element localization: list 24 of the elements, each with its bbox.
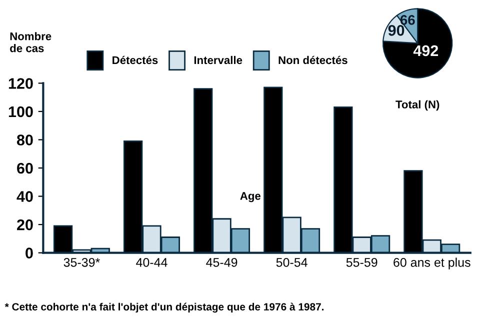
data-label: 90	[388, 25, 404, 36]
y-axis-title: Nombre de cas	[10, 32, 52, 52]
data-label: 66	[400, 15, 415, 25]
legend-label: Intervalle	[194, 56, 242, 64]
x-tick-label: 50-54	[276, 258, 308, 267]
x-tick-label: 40-44	[136, 258, 168, 267]
x-axis-title: Age	[240, 192, 261, 202]
y-tick-label: 0	[26, 248, 33, 258]
y-tick-label: 120	[8, 78, 33, 89]
y-tick-label: 100	[8, 106, 33, 118]
y-tick-label: 40	[16, 191, 33, 202]
data-label: 492	[413, 45, 438, 56]
legend-label: Non détectés	[278, 56, 348, 64]
legend-label: Détectés	[112, 56, 158, 64]
text: * Cette cohorte n'a fait l'objet d'un dépistage que de 1976 à 1987.	[4, 302, 324, 313]
x-tick-label: 45-49	[206, 258, 238, 267]
text: Total (N)	[396, 100, 440, 111]
x-tick-label: 35-39*	[64, 258, 100, 267]
y-tick-label: 20	[17, 219, 33, 230]
y-tick-label: 80	[16, 134, 33, 146]
pie-slice	[382, 8, 453, 78]
x-tick-label: 60 ans et plus	[394, 258, 470, 270]
x-tick-label: 55-59	[346, 258, 378, 267]
y-tick-label: 60	[17, 162, 33, 174]
